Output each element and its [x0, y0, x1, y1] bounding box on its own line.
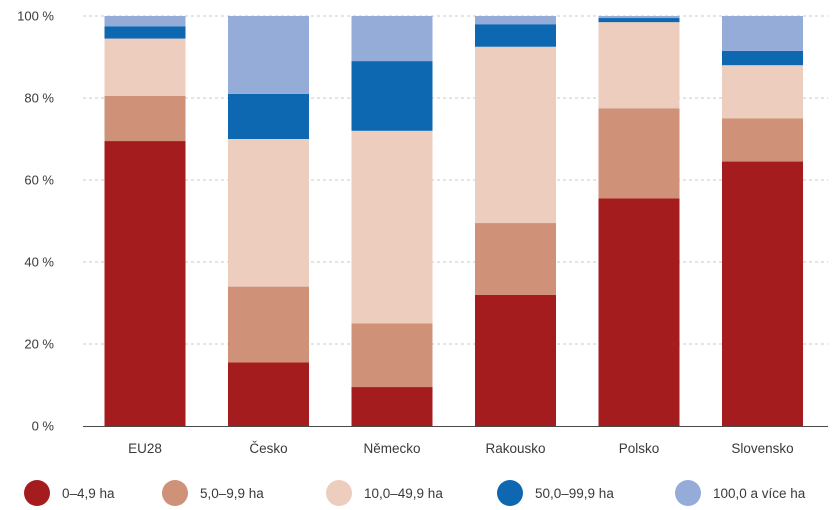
bar-segment [598, 16, 680, 19]
legend-swatch-icon [675, 480, 701, 506]
bar-stack [722, 16, 803, 427]
x-category-label: Slovensko [731, 441, 793, 456]
bar-segment [722, 161, 803, 427]
y-tick-label: 100 % [17, 9, 54, 24]
legend-swatch-icon [162, 480, 188, 506]
bar-segment [228, 286, 309, 363]
stacked-bar-chart: 0 % 20 % 40 % 60 % 80 % 100 % EU28 Česko Německ… [17, 9, 828, 456]
gridlines [83, 15, 828, 345]
bar-segment [104, 95, 186, 142]
legend-item: 10,0–49,9 ha [326, 478, 443, 508]
y-tick-label: 0 % [32, 419, 55, 434]
bar-segment [104, 38, 186, 96]
legend-swatch-icon [24, 480, 50, 506]
x-category-label: EU28 [128, 441, 162, 456]
bar-segment [598, 18, 680, 23]
legend-swatch-icon [326, 480, 352, 506]
bar-stack [475, 16, 556, 426]
legend-label: 50,0–99,9 ha [535, 485, 614, 501]
bar-segment [598, 198, 680, 426]
bar-segment [228, 139, 309, 287]
y-tick-label: 80 % [24, 91, 54, 106]
bar-segment [351, 16, 433, 62]
bar-segment [351, 323, 433, 388]
bar-segment [598, 108, 680, 199]
bar-stack [598, 16, 680, 426]
bar-segment [722, 65, 803, 119]
bar-segment [475, 294, 556, 426]
bar-stack [228, 16, 309, 426]
bar-segment [475, 46, 556, 224]
legend-label: 0–4,9 ha [62, 485, 115, 501]
x-category-label: Rakousko [485, 441, 545, 456]
x-category-label: Německo [363, 441, 420, 456]
bar-segment [475, 223, 556, 295]
legend-item: 100,0 a více ha [675, 478, 805, 508]
legend-label: 100,0 a více ha [713, 485, 806, 501]
bar-segment [351, 61, 433, 131]
bar-segment [351, 387, 433, 426]
bar-stack [351, 16, 433, 426]
legend-swatch-icon [497, 480, 523, 506]
bar-segment [598, 22, 680, 109]
bar-stack [104, 16, 186, 427]
bar-segment [475, 16, 556, 25]
bar-segment [722, 118, 803, 162]
legend-item: 0–4,9 ha [24, 478, 115, 508]
legend: 0–4,9 ha 5,0–9,9 ha 10,0–49,9 ha 50,0–99,9 … [0, 478, 835, 508]
bar-segment [475, 24, 556, 47]
y-tick-label: 60 % [24, 173, 54, 188]
bar-segment [228, 16, 309, 94]
bar-segment [722, 50, 803, 66]
bar-segment [104, 26, 186, 39]
x-axis-category-labels: EU28 Česko Německo Rakousko Polsko Slovensko [128, 441, 794, 456]
bar-segment [722, 16, 803, 51]
legend-item: 50,0–99,9 ha [497, 478, 614, 508]
bar-segment [351, 130, 433, 324]
legend-item: 5,0–9,9 ha [162, 478, 264, 508]
x-category-label: Česko [249, 441, 287, 456]
bar-segment [104, 141, 186, 427]
x-category-label: Polsko [619, 441, 660, 456]
legend-label: 10,0–49,9 ha [364, 485, 443, 501]
bars [104, 16, 803, 427]
legend-label: 5,0–9,9 ha [200, 485, 264, 501]
y-tick-label: 40 % [24, 255, 54, 270]
bar-segment [228, 93, 309, 139]
y-axis-ticks: 0 % 20 % 40 % 60 % 80 % 100 % [17, 9, 54, 434]
bar-segment [104, 16, 186, 27]
bar-segment [228, 362, 309, 426]
y-tick-label: 20 % [24, 337, 54, 352]
